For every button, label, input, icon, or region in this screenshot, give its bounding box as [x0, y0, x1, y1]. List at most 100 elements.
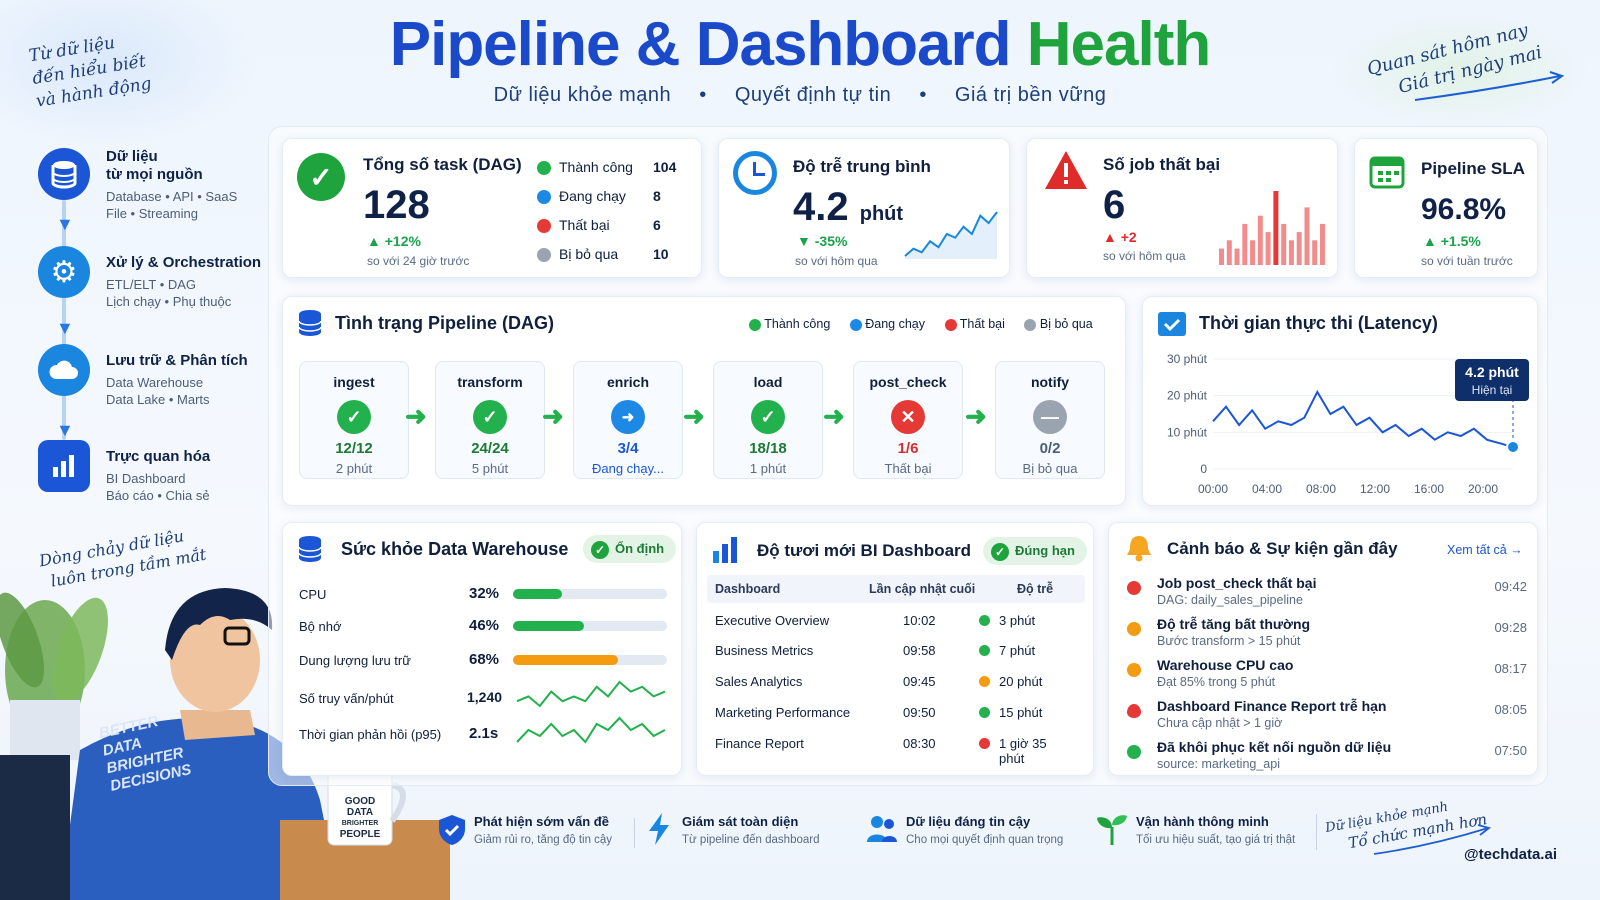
check-icon: ✓: [751, 400, 785, 434]
cell-delay: 3 phút: [999, 613, 1036, 628]
kpi-value: 96.8%: [1421, 193, 1507, 226]
footer-title: Giám sát toàn diện: [682, 814, 799, 829]
cell-name: Sales Analytics: [715, 674, 803, 689]
flow-title-line: từ mọi nguồn: [106, 166, 203, 183]
alert-item[interactable]: Job post_check thất bại DAG: daily_sales_…: [1127, 575, 1527, 615]
step-count: 1/6: [897, 440, 919, 457]
cell-delay: 20 phút: [999, 674, 1043, 689]
section-title: Sức khỏe Data Warehouse: [341, 539, 569, 559]
dag-step-transform[interactable]: transform ✓ 24/24 5 phút: [435, 361, 545, 479]
flow-title-line: Lưu trữ & Phân tích: [106, 352, 248, 369]
step-count: 24/24: [471, 440, 509, 457]
note-arrow: [1414, 71, 1565, 101]
status-dot: [537, 219, 551, 234]
warehouse-health-card: Sức khỏe Data Warehouse ✓ Ổn định CPU 32%…: [282, 522, 682, 776]
tagline-bullet: •: [919, 84, 927, 106]
tagline-1: Dữ liệu khỏe mạnh: [493, 84, 672, 106]
metric-bar: [513, 621, 667, 631]
badge-label: Ổn định: [615, 541, 665, 556]
cell-name: Marketing Performance: [715, 705, 851, 720]
legend-label: Thành công: [764, 317, 831, 331]
metric-label: Bộ nhớ: [299, 619, 342, 634]
table-row[interactable]: Executive Overview 10:02 3 phút: [715, 613, 1075, 633]
alert-sub: Bước transform > 15 phút: [1157, 634, 1301, 648]
flow-item-processing: ⚙ Xử lý & Orchestration ETL/ELT • DAG Lịc…: [38, 246, 278, 326]
pipeline-status-card: Tình trạng Pipeline (DAG) Thành công Đan…: [282, 296, 1126, 506]
cell-time: 09:50: [903, 705, 936, 720]
flow-sub-line: Data Lake • Marts: [106, 392, 210, 407]
kpi-value: 128: [363, 183, 430, 227]
footer-item: Vận hành thông minh Tối ưu hiệu suất, tạ…: [1096, 812, 1296, 862]
step-count: 12/12: [335, 440, 373, 457]
dag-step-enrich[interactable]: enrich ➜ 3/4 Đang chạy...: [573, 361, 683, 479]
kpi-tasks-card[interactable]: ✓ Tổng số task (DAG) 128 ▲ +12% so với 2…: [282, 138, 702, 278]
section-title: Cảnh báo & Sự kiện gần đây: [1167, 539, 1398, 558]
check-icon: ✓: [337, 400, 371, 434]
step-count: 0/2: [1039, 440, 1061, 457]
flow-sub: Database • API • SaaS File • Streaming: [106, 188, 237, 222]
current-point[interactable]: [1506, 440, 1520, 454]
dag-step-ingest[interactable]: ingest ✓ 12/12 2 phút: [299, 361, 409, 479]
alert-item[interactable]: Warehouse CPU cao Đạt 85% trong 5 phút 08:…: [1127, 657, 1527, 697]
footer-sub: Từ pipeline đến dashboard: [682, 834, 820, 846]
breakdown-value: 8: [653, 188, 661, 204]
arrow-icon: ➜: [542, 401, 564, 431]
table-row[interactable]: Finance Report 08:30 1 giờ 35 phút: [715, 736, 1075, 766]
alert-item[interactable]: Độ trễ tăng bất thường Bước transform > 1…: [1127, 616, 1527, 656]
step-name: enrich: [606, 374, 649, 390]
table-row[interactable]: Marketing Performance 09:50 15 phút: [715, 705, 1075, 725]
status-dot: [979, 676, 990, 687]
kpi-delta: ▲ +1.5%: [1423, 233, 1481, 249]
flame-icon: [1127, 704, 1141, 718]
view-all-link[interactable]: Xem tất cả →: [1447, 543, 1523, 557]
legend-label: Đang chạy: [865, 317, 926, 331]
metric-bar: [513, 655, 667, 665]
failed-bar: [1273, 191, 1279, 265]
flow-arrow-icon: ▼: [56, 318, 74, 338]
step-name: ingest: [333, 374, 375, 390]
latency-line-chart: 30 phút 20 phút 10 phút 0 00:00 04:00 08:00 12:…: [1167, 352, 1529, 496]
dag-step-load[interactable]: load ✓ 18/18 1 phút: [713, 361, 823, 479]
tagline-bullet: •: [699, 84, 707, 106]
table-row[interactable]: Business Metrics 09:58 7 phút: [715, 643, 1075, 663]
failed-bar: [1281, 223, 1287, 265]
alert-time: 08:17: [1494, 661, 1527, 676]
flow-arrow-icon: ▼: [56, 420, 74, 440]
step-sub: Thất bại: [884, 461, 932, 476]
cloud-icon: [38, 344, 90, 396]
alert-item[interactable]: Đã khôi phục kết nối nguồn dữ liệu source…: [1127, 739, 1527, 779]
table-row[interactable]: Sales Analytics 09:45 20 phút: [715, 674, 1075, 694]
failed-bar: [1250, 240, 1256, 265]
column-header: Lần cập nhật cuối: [869, 582, 976, 596]
step-sub: 5 phút: [471, 461, 509, 476]
dag-step-notify[interactable]: notify — 0/2 Bị bỏ qua: [995, 361, 1105, 479]
note-arrow: [1373, 824, 1491, 855]
alert-item[interactable]: Dashboard Finance Report trễ hạn Chưa cập…: [1127, 698, 1527, 738]
y-tick-label: 0: [1200, 462, 1207, 476]
alert-sub: Chưa cập nhật > 1 giờ: [1157, 716, 1283, 730]
mug-line: BRIGHTER: [341, 820, 379, 827]
kpi-latency-card[interactable]: Độ trễ trung bình 4.2 phút ▼ -35% so với…: [718, 138, 1010, 278]
metric-bar-fill: [513, 655, 618, 665]
kpi-note: so với 24 giờ trước: [367, 254, 470, 268]
breakdown-row: Bị bỏ qua 10: [537, 246, 687, 275]
flow-title-line: Dữ liệu: [106, 148, 158, 165]
callout-value: 4.2 phút: [1465, 364, 1519, 380]
step-sub: 2 phút: [335, 461, 373, 476]
failed-bar: [1288, 240, 1294, 265]
flow-sub-line: Lịch chạy • Phụ thuộc: [106, 294, 232, 309]
shield-check-icon: [439, 815, 465, 845]
kpi-sla-card[interactable]: Pipeline SLA 96.8% ▲ +1.5% so với tuần t…: [1354, 138, 1538, 278]
tagline-3: Giá trị bền vững: [954, 84, 1107, 106]
kpi-failed-card[interactable]: Số job thất bại 6 ▲ +2 so với hôm qua: [1026, 138, 1338, 278]
metric-value: 1,240: [467, 689, 503, 705]
y-tick-label: 20 phút: [1167, 389, 1208, 403]
cell-delay: 1 giờ 35 phút: [999, 736, 1047, 766]
dag-step-post-check[interactable]: post_check ✕ 1/6 Thất bại: [853, 361, 963, 479]
alert-dot: [1127, 581, 1141, 595]
footer-sub: Tối ưu hiệu suất, tạo giá trị thật: [1136, 834, 1296, 846]
queries-sparkline: [516, 680, 666, 708]
status-badge: ✓ Đúng hạn: [983, 537, 1087, 565]
flow-sub: BI Dashboard Báo cáo • Chia sẻ: [106, 470, 210, 504]
status-badge: ✓ Ổn định: [583, 535, 677, 563]
